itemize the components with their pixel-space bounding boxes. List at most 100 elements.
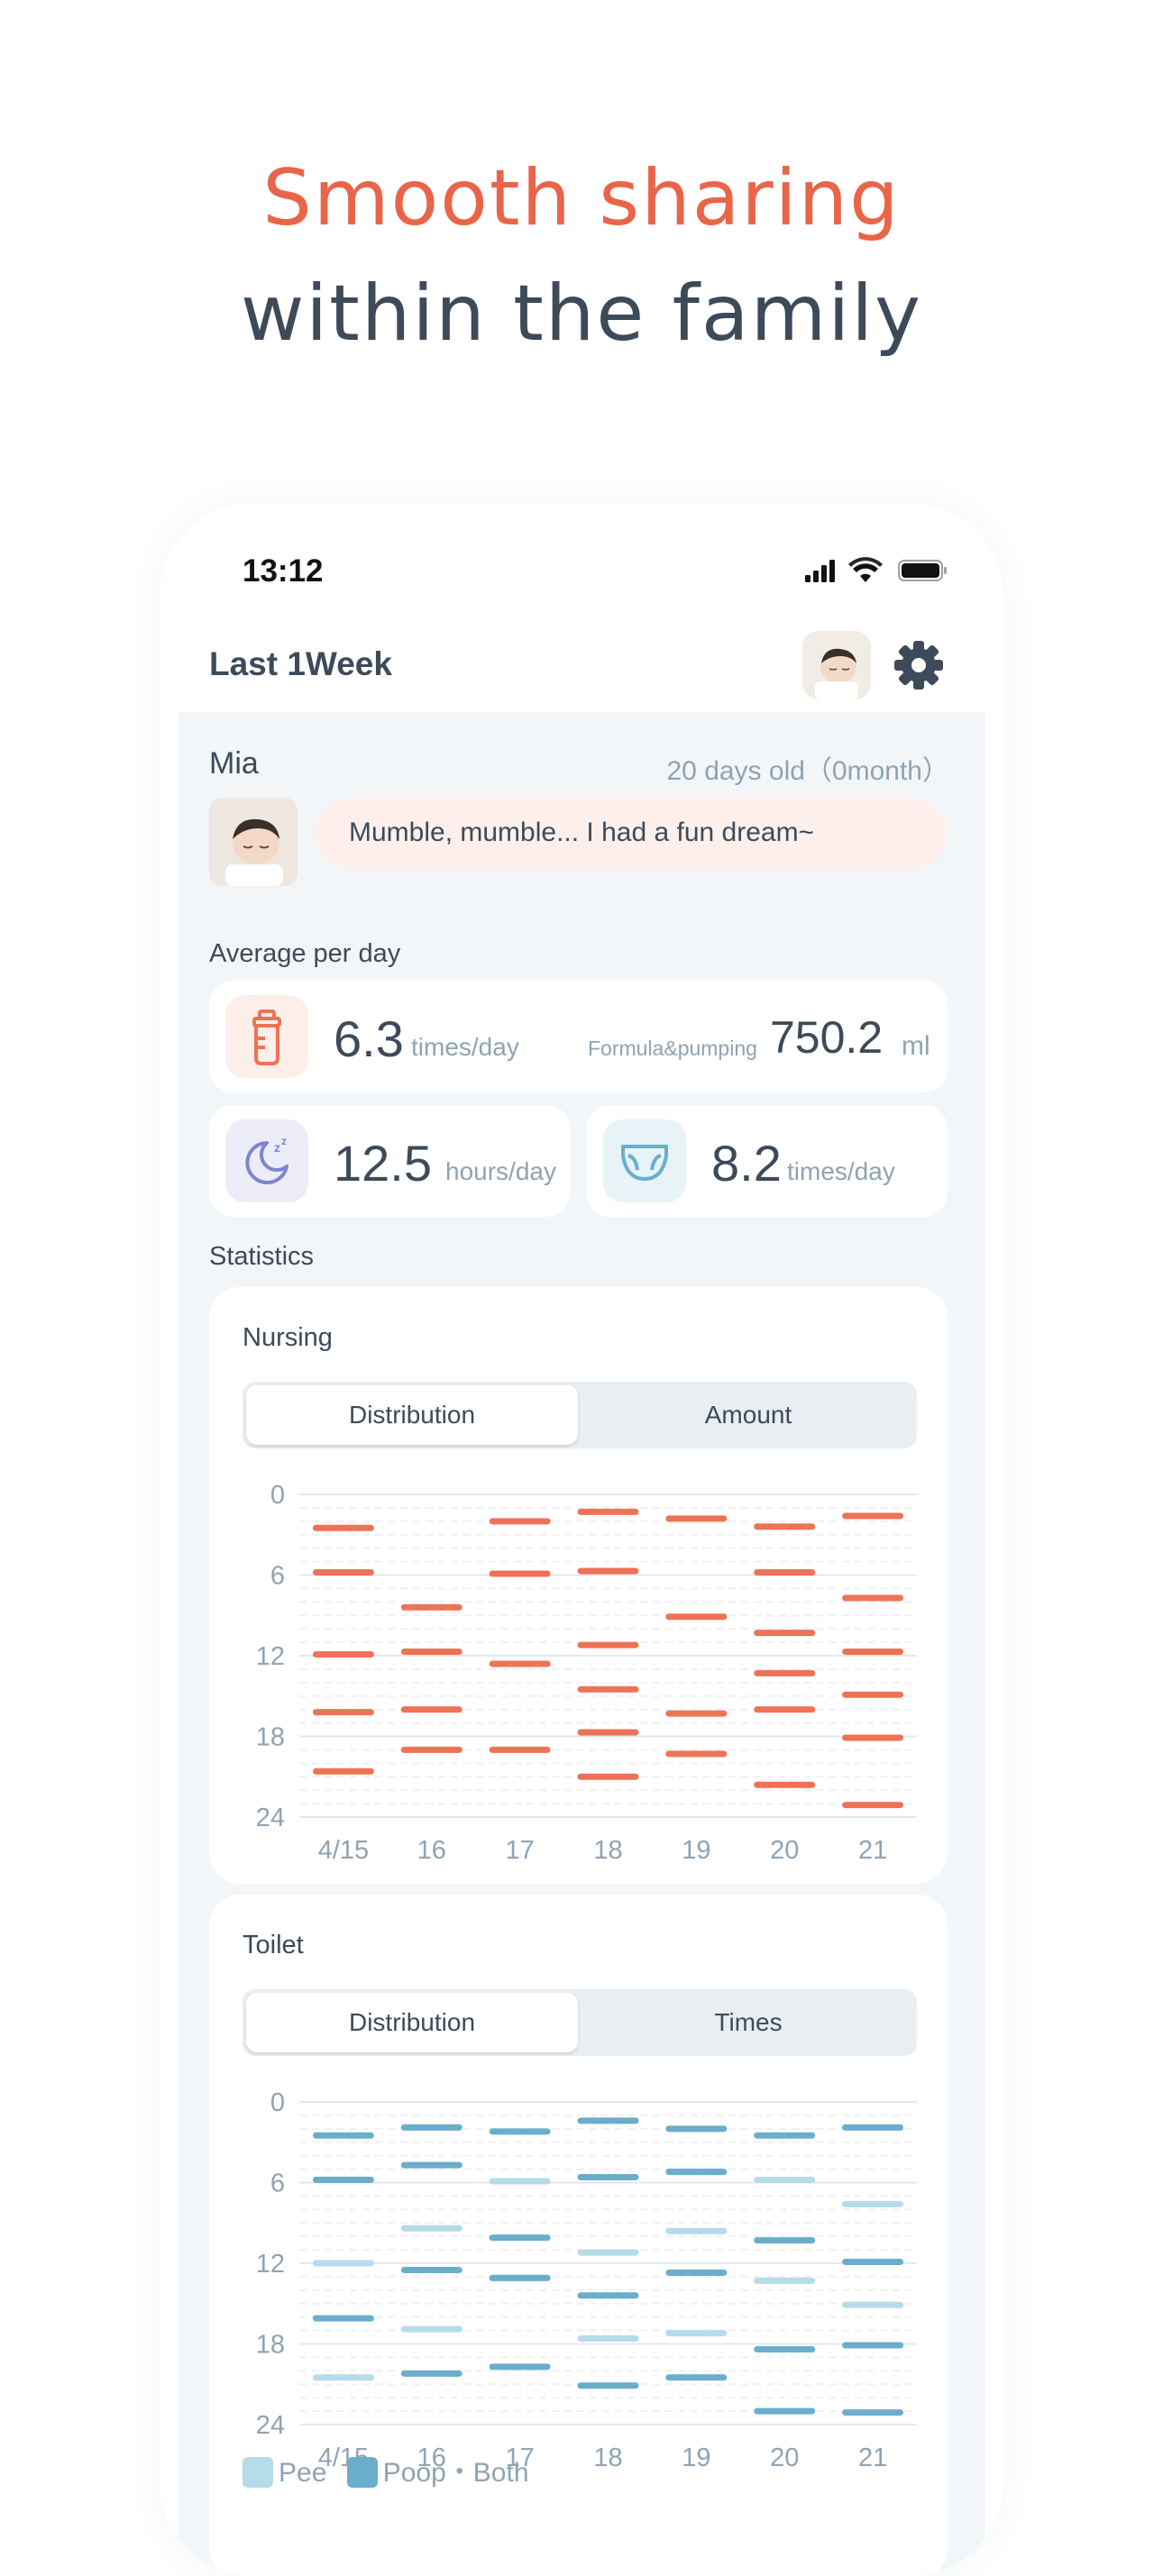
signal-icon — [805, 560, 835, 582]
event-mark — [754, 2407, 816, 2415]
event-mark — [665, 1710, 728, 1717]
sleep-hours-value: 12.5 — [334, 1135, 432, 1192]
bottle-icon — [225, 995, 308, 1078]
event-mark — [577, 1567, 639, 1575]
diaper-icon — [603, 1119, 686, 1202]
event-mark — [400, 2266, 462, 2273]
event-mark — [312, 1709, 374, 1716]
nursing-tab-amount[interactable]: Amount — [704, 1401, 792, 1429]
status-bar: 13:12 — [160, 503, 1003, 611]
event-mark — [400, 2224, 462, 2232]
event-mark — [577, 1729, 639, 1736]
event-mark — [400, 1649, 462, 1656]
x-tick-label: 21 — [858, 2444, 887, 2472]
event-mark — [665, 2330, 728, 2337]
event-mark — [489, 2363, 551, 2370]
event-mark — [842, 2301, 904, 2308]
diaper-times-value: 8.2 — [711, 1135, 782, 1192]
x-tick-label: 17 — [506, 2444, 535, 2472]
event-mark — [754, 1669, 816, 1676]
event-mark — [842, 1512, 904, 1520]
y-tick-label: 0 — [270, 1481, 285, 1510]
x-tick-label: 19 — [682, 1836, 710, 1865]
wifi-icon — [848, 557, 883, 582]
nursing-distribution-chart: 0 6 12 18 24 4/15 16 17 18 19 20 21 — [256, 1481, 917, 1865]
nursing-tab-distribution[interactable]: Distribution — [246, 1385, 578, 1445]
legend-pee: Pee — [243, 2457, 326, 2489]
event-mark — [312, 2374, 374, 2381]
toilet-legend: Pee Poop・Both — [243, 2450, 542, 2489]
legend-poop-swatch — [346, 2457, 378, 2488]
message-bubble: Mumble, mumble... I had a fun dream~ — [315, 798, 948, 870]
phone-frame: 13:12 — [160, 503, 1003, 2576]
event-mark — [665, 2169, 728, 2176]
headline-line-1: Smooth sharing — [262, 153, 901, 243]
x-tick-label: 18 — [593, 1836, 622, 1865]
event-mark — [400, 1746, 462, 1753]
event-mark — [489, 2178, 551, 2185]
y-tick-label: 0 — [270, 2088, 285, 2117]
y-tick-label: 24 — [256, 1804, 285, 1832]
baby-name: Mia — [209, 746, 259, 781]
toilet-segmented-control: Distribution Times — [243, 1989, 917, 2056]
toilet-title: Toilet — [243, 1931, 304, 1959]
headline-line-2: within the family — [240, 269, 923, 359]
formula-value: 750.2 — [770, 1012, 884, 1063]
y-tick-label: 6 — [270, 2170, 285, 2198]
event-mark — [577, 2117, 639, 2124]
event-mark — [842, 1734, 904, 1741]
x-tick-label: 16 — [417, 1836, 446, 1865]
x-tick-label: 16 — [417, 2444, 446, 2472]
event-mark — [312, 2132, 374, 2139]
toilet-tab-distribution[interactable]: Distribution — [246, 1993, 578, 2052]
event-mark — [842, 2124, 904, 2131]
event-mark — [754, 1706, 816, 1713]
event-mark — [754, 1630, 816, 1637]
formula-label: Formula&pumping — [588, 1037, 757, 1060]
moon-sleep-icon: z z — [225, 1119, 308, 1202]
x-tick-label: 18 — [593, 2444, 622, 2472]
event-mark — [577, 1773, 639, 1780]
event-mark — [842, 2342, 904, 2349]
event-mark — [577, 2249, 639, 2256]
event-mark — [489, 1660, 551, 1667]
event-mark — [489, 2234, 551, 2242]
event-mark — [489, 1518, 551, 1525]
y-tick-label: 18 — [256, 2331, 285, 2360]
diaper-average-card: 8.2 times/day — [587, 1105, 948, 1217]
y-tick-label: 18 — [256, 1723, 285, 1752]
feeding-times-unit: times/day — [411, 1033, 519, 1061]
event-mark — [400, 1603, 462, 1611]
event-mark — [665, 1613, 728, 1621]
event-mark — [577, 2292, 639, 2299]
event-mark — [577, 2335, 639, 2343]
event-mark — [842, 2200, 904, 2207]
event-mark — [312, 2177, 374, 2184]
event-mark — [489, 1746, 551, 1753]
event-mark — [577, 1685, 639, 1693]
sleep-hours-unit: hours/day — [445, 1157, 556, 1185]
event-mark — [400, 2325, 462, 2333]
settings-gear-icon[interactable] — [892, 638, 946, 692]
y-tick-label: 24 — [256, 2411, 285, 2440]
event-mark — [577, 1508, 639, 1515]
x-tick-label: 20 — [770, 2444, 799, 2472]
toilet-tab-times[interactable]: Times — [714, 2008, 783, 2036]
message-text: Mumble, mumble... I had a fun dream~ — [349, 818, 815, 847]
event-mark — [312, 2315, 374, 2322]
formula-unit: ml — [902, 1031, 930, 1061]
event-mark — [665, 2374, 728, 2381]
event-mark — [665, 2269, 728, 2276]
statistics-label: Statistics — [209, 1242, 315, 1271]
x-tick-label: 17 — [506, 1836, 535, 1865]
event-mark — [754, 2132, 816, 2139]
event-mark — [754, 2277, 816, 2284]
event-mark — [665, 2227, 728, 2234]
baby-avatar-button[interactable] — [802, 631, 871, 699]
event-mark — [577, 1641, 639, 1649]
event-mark — [842, 1649, 904, 1656]
event-mark — [312, 1569, 374, 1576]
event-mark — [842, 1691, 904, 1698]
toilet-chart-card: Toilet Distribution Times 0 6 12 18 24 4/15 16… — [209, 1895, 948, 2576]
event-mark — [400, 2370, 462, 2377]
